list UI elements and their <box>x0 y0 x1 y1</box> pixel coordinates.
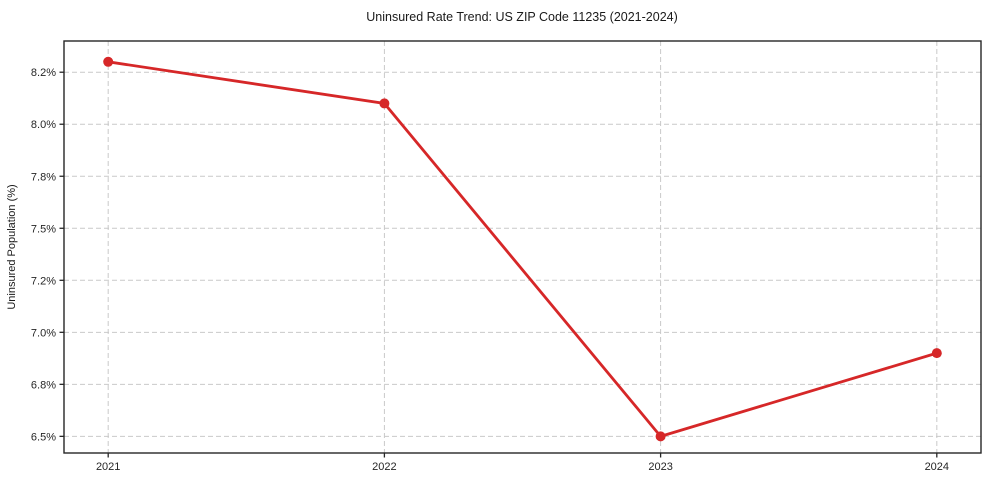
y-tick-label: 8.2% <box>31 67 56 79</box>
y-tick-label: 7.0% <box>31 327 56 339</box>
x-tick-label: 2022 <box>372 461 396 473</box>
data-point-2023 <box>655 431 666 442</box>
data-point-2024 <box>931 348 942 359</box>
data-series-layer <box>103 56 942 442</box>
chart-title: Uninsured Rate Trend: US ZIP Code 11235 … <box>366 10 678 24</box>
x-tick-label: 2023 <box>648 461 672 473</box>
y-tick-label: 7.2% <box>31 275 56 287</box>
y-tick-label: 7.8% <box>31 171 56 183</box>
y-axis-label: Uninsured Population (%) <box>6 184 18 309</box>
y-tick-label: 6.5% <box>31 431 56 443</box>
axes-layer <box>59 40 982 458</box>
data-point-2022 <box>379 98 390 109</box>
y-tick-label: 8.0% <box>31 119 56 131</box>
y-tick-label: 7.5% <box>31 223 56 235</box>
y-tick-label: 6.8% <box>31 379 56 391</box>
grid-layer <box>64 41 981 453</box>
data-point-2021 <box>103 56 114 67</box>
plot-border <box>63 40 982 454</box>
trend-line <box>106 60 939 438</box>
x-tick-label: 2021 <box>96 461 120 473</box>
tick-label-layer: 2021 2022 2023 2024 6.5% 6.8% 7.0% 7.2% 7.5% 7.8%… <box>31 67 949 473</box>
x-tick-label: 2024 <box>925 461 949 473</box>
